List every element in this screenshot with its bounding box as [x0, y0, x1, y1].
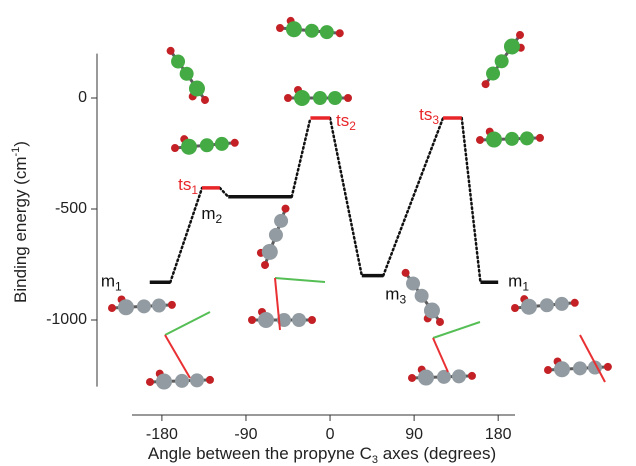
level-label-sub: 2: [216, 212, 223, 226]
connector: [382, 116, 445, 277]
level-label: ts1: [178, 175, 198, 197]
level-label-main: m: [101, 272, 115, 291]
level-label-main: m: [385, 285, 399, 304]
level-label-sub: 3: [432, 113, 439, 127]
connector: [169, 186, 204, 284]
level-label-sub: 2: [349, 119, 356, 133]
level-label-sub: 3: [399, 293, 406, 307]
x-axis-title-main: Angle between the propyne C: [148, 444, 372, 463]
connector: [328, 116, 364, 277]
level-label-main: ts: [336, 111, 349, 130]
connector: [290, 116, 312, 199]
x-tick-label: 180: [485, 426, 512, 443]
x-tick-label: -180: [146, 426, 178, 443]
molecule-illustrations: [105, 14, 614, 392]
level-label-sub: 1: [522, 279, 529, 293]
level-label-main: ts: [178, 175, 191, 194]
x-tick-label: -90: [234, 426, 257, 443]
level-label: ts2: [336, 111, 356, 133]
x-axis-title: Angle between the propyne C3 axes (degre…: [148, 444, 496, 465]
y-axis-title-sup: -1: [10, 147, 22, 157]
y-tick-label: -500: [55, 200, 87, 217]
y-axis-title: Binding energy (cm-1): [10, 141, 31, 303]
level-label-sub: 1: [191, 183, 198, 197]
level-label: ts3: [419, 105, 439, 127]
x-axis-title-end: axes (degrees): [378, 444, 496, 463]
level-label-main: ts: [419, 105, 432, 124]
y-axis-title-end: ): [11, 141, 30, 147]
level-label-sub: 1: [115, 279, 122, 293]
level-label: m2: [201, 204, 222, 226]
y-tick-label: 0: [78, 89, 87, 106]
level-label-main: m: [508, 272, 522, 291]
level-label-main: m: [201, 204, 215, 223]
level-label: m1: [508, 272, 529, 294]
connector: [218, 186, 230, 199]
y-tick-label: -1000: [46, 311, 87, 328]
x-tick-label: 90: [405, 426, 423, 443]
level-label: m3: [385, 285, 406, 307]
level-label: m1: [101, 272, 122, 294]
x-tick-label: 0: [326, 426, 335, 443]
y-axis-title-main: Binding energy (cm: [11, 156, 30, 302]
connector: [460, 116, 482, 284]
x-axis-title-sub: 3: [372, 454, 378, 466]
